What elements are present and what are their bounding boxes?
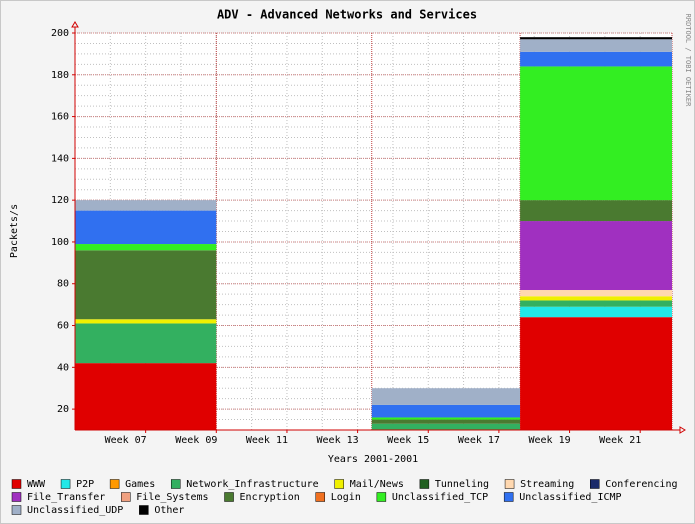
- legend-swatch: [121, 492, 131, 502]
- y-tick-label: 120: [51, 195, 69, 206]
- legend-label: Unclassified_UDP: [27, 505, 123, 516]
- bar-segment: [520, 221, 672, 291]
- bar-segment: [520, 296, 672, 301]
- legend-label: Games: [125, 479, 155, 490]
- bar-segment: [520, 37, 672, 40]
- legend-label: Tunneling: [435, 479, 489, 490]
- y-axis-label: Packets/s: [9, 204, 20, 258]
- legend-label: Mail/News: [350, 479, 404, 490]
- x-axis-label: Years 2001-2001: [328, 454, 418, 465]
- legend-label: File_Transfer: [27, 492, 105, 503]
- bar-segment: [371, 417, 521, 420]
- legend-swatch: [376, 492, 387, 502]
- bar-segment: [75, 319, 217, 324]
- legend-label: Unclassified_ICMP: [519, 492, 621, 503]
- legend-swatch: [11, 505, 22, 515]
- bar-segment: [520, 51, 672, 67]
- bar-segment: [371, 419, 521, 424]
- bar-segment: [520, 300, 672, 307]
- legend-swatch: [224, 492, 234, 502]
- bar-segment: [520, 290, 672, 297]
- legend-label: Login: [331, 492, 361, 503]
- legend-swatch: [11, 492, 22, 502]
- y-tick-label: 40: [57, 362, 69, 373]
- legend-swatch: [503, 492, 514, 502]
- x-tick-label: Week 13: [317, 435, 359, 446]
- x-axis-arrow: [679, 426, 686, 434]
- legend-label: Encryption: [240, 492, 300, 503]
- x-tick-label: Week 11: [246, 435, 288, 446]
- bars: [75, 37, 672, 430]
- legend-swatch: [504, 479, 515, 489]
- x-tick-label: Week 21: [599, 435, 641, 446]
- legend-label: Conferencing: [605, 479, 677, 490]
- legend-swatch: [170, 479, 181, 489]
- bar-segment: [371, 423, 521, 430]
- legend: WWW P2P Games Network_Infrastructure Mail/Ne…: [11, 479, 678, 516]
- legend-label: Network_Infrastructure: [186, 479, 318, 490]
- bar-segment: [371, 388, 521, 405]
- bar-segment: [75, 244, 217, 251]
- y-tick-label: 200: [51, 28, 69, 39]
- legend-label: Unclassified_TCP: [392, 492, 488, 503]
- y-tick-label: 180: [51, 70, 69, 81]
- y-axis-arrow: [71, 21, 79, 28]
- y-tick-label: 20: [57, 404, 69, 415]
- x-tick-label: Week 09: [175, 435, 217, 446]
- bar-segment: [75, 363, 217, 430]
- y-tick-label: 160: [51, 112, 69, 123]
- y-tick-label: 80: [57, 279, 69, 290]
- y-tick-label: 60: [57, 321, 69, 332]
- x-tick-label: Week 19: [528, 435, 570, 446]
- bar-segment: [520, 306, 672, 318]
- legend-swatch: [139, 505, 149, 515]
- legend-label: WWW: [27, 479, 46, 490]
- legend-swatch: [419, 479, 430, 489]
- legend-label: P2P: [76, 479, 94, 490]
- x-tick-label: Week 07: [105, 435, 147, 446]
- x-tick-label: Week 17: [458, 435, 500, 446]
- legend-swatch: [11, 479, 22, 489]
- legend-swatch: [334, 479, 344, 489]
- bar-segment: [520, 39, 672, 52]
- legend-swatch: [590, 479, 600, 489]
- chart-title: ADV - Advanced Networks and Services: [217, 8, 477, 22]
- legend-label: Streaming: [520, 479, 574, 490]
- y-tick-label: 140: [51, 153, 69, 164]
- bar-segment: [75, 200, 217, 211]
- legend-swatch: [315, 492, 325, 502]
- bar-segment: [520, 200, 672, 222]
- legend-swatch: [60, 479, 71, 489]
- bar-segment: [75, 250, 217, 320]
- x-tick-label: Week 15: [387, 435, 429, 446]
- bar-segment: [520, 66, 672, 201]
- y-tick-label: 100: [51, 237, 69, 248]
- bar-segment: [75, 210, 217, 245]
- bar-segment: [75, 323, 217, 364]
- legend-label: Other: [154, 505, 184, 516]
- legend-swatch: [109, 479, 120, 489]
- bar-segment: [520, 317, 672, 430]
- axes: 20 40 60 80 100 120 140 160 180 200 Week 07 Week 09…: [51, 21, 686, 446]
- legend-label: File_Systems: [136, 492, 208, 503]
- bar-segment: [371, 404, 521, 418]
- watermark: RRDTOOL / TOBI OETIKER: [684, 14, 692, 108]
